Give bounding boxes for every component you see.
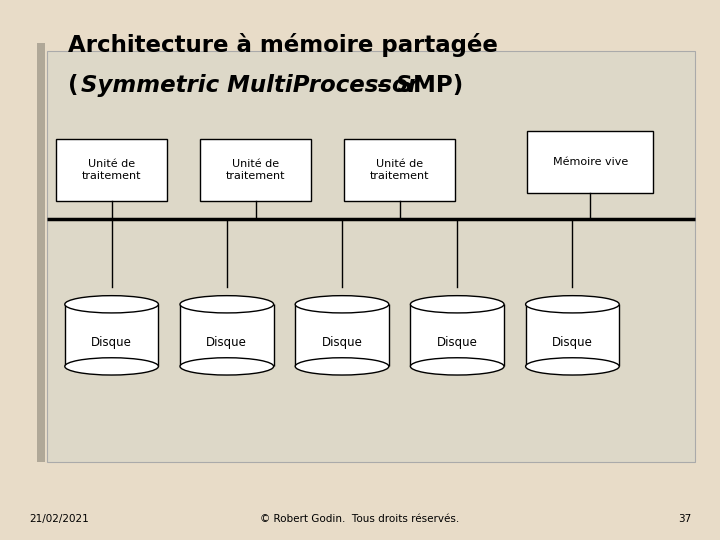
- Text: Unité de
traitement: Unité de traitement: [82, 159, 141, 181]
- Text: – SMP): – SMP): [369, 74, 464, 97]
- Ellipse shape: [65, 357, 158, 375]
- Bar: [37, 43, 45, 462]
- Bar: [56, 139, 167, 201]
- Text: Symmetric MultiProcessor: Symmetric MultiProcessor: [81, 74, 419, 97]
- Text: 21/02/2021: 21/02/2021: [29, 514, 89, 524]
- Text: Disque: Disque: [207, 336, 247, 349]
- Text: Disque: Disque: [91, 336, 132, 349]
- Text: © Robert Godin.  Tous droits réservés.: © Robert Godin. Tous droits réservés.: [261, 514, 459, 524]
- Bar: [199, 139, 311, 201]
- Bar: [410, 304, 504, 366]
- Text: Disque: Disque: [552, 336, 593, 349]
- Text: 37: 37: [678, 514, 691, 524]
- Ellipse shape: [180, 357, 274, 375]
- Text: Unité de
traitement: Unité de traitement: [370, 159, 429, 181]
- Text: (: (: [68, 74, 79, 97]
- Bar: [344, 139, 456, 201]
- Bar: [295, 304, 389, 366]
- Ellipse shape: [295, 357, 389, 375]
- Ellipse shape: [410, 357, 504, 375]
- Bar: [65, 304, 158, 366]
- Ellipse shape: [410, 295, 504, 313]
- Ellipse shape: [295, 295, 389, 313]
- Ellipse shape: [180, 295, 274, 313]
- Text: Disque: Disque: [322, 336, 362, 349]
- Ellipse shape: [65, 295, 158, 313]
- Text: Mémoire vive: Mémoire vive: [553, 157, 628, 167]
- Text: Unité de
traitement: Unité de traitement: [226, 159, 285, 181]
- Ellipse shape: [526, 295, 619, 313]
- Text: Disque: Disque: [437, 336, 477, 349]
- Text: Architecture à mémoire partagée: Architecture à mémoire partagée: [68, 33, 498, 57]
- Bar: [526, 304, 619, 366]
- Bar: [180, 304, 274, 366]
- Bar: [527, 131, 654, 193]
- Bar: [47, 51, 695, 462]
- Ellipse shape: [526, 357, 619, 375]
